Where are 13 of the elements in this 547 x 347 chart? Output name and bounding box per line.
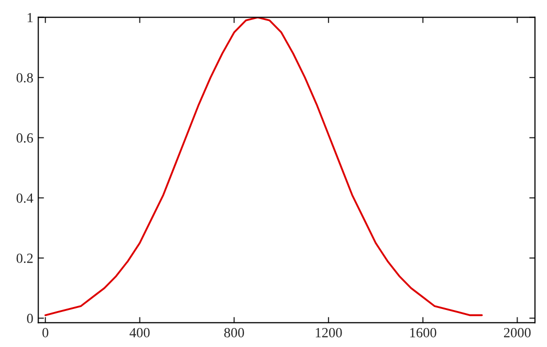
- x-tick-label: 0: [42, 328, 48, 338]
- x-tick-label: 2000: [504, 328, 531, 338]
- line-series: [44, 17, 483, 316]
- y-tick-label: 0.6: [16, 133, 34, 143]
- x-tick-label: 1200: [316, 328, 342, 338]
- x-tick-label: 1600: [410, 328, 436, 338]
- y-tick-label: 0.4: [16, 193, 34, 203]
- x-tick-label: 400: [130, 328, 150, 338]
- y-tick-label: 0.8: [16, 73, 33, 83]
- y-tick-label: 0: [27, 314, 33, 324]
- y-tick-label: 1: [28, 13, 33, 22]
- x-tick-label: 800: [224, 328, 244, 338]
- y-tick-label: 0.2: [16, 254, 33, 264]
